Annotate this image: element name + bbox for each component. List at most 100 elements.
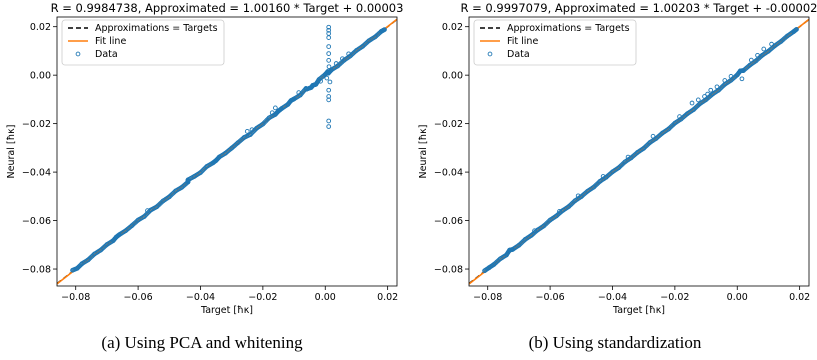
data-point [324,75,330,81]
data-point [702,94,707,99]
x-tick-label: 0.02 [377,292,398,303]
data-point [575,193,581,199]
data-point [185,177,191,183]
data-point [616,165,622,171]
plot-area [469,18,809,285]
data-point [666,126,671,132]
data-point [672,120,678,126]
x-tick-label: −0.02 [660,292,689,303]
data-point [279,106,284,111]
data-point [145,208,150,213]
data-point [532,228,537,234]
chart-a: R = 0.9984738, Approximated = 1.00160 * … [6,1,403,316]
data-point [148,207,153,213]
data-point [728,74,734,79]
legend-label: Fit line [95,36,126,47]
y-tick-label: 0.02 [442,22,463,33]
y-tick-label: −0.04 [434,167,463,178]
data-point [603,174,609,180]
data-point [318,78,323,84]
data-point [229,145,235,151]
data-point [695,97,701,103]
data-point [326,27,332,33]
y-tick-label: −0.06 [434,216,463,227]
y-tick-label: −0.04 [22,167,51,178]
y-tick-label: −0.08 [22,264,51,275]
x-tick-label: 0.00 [315,292,336,303]
y-axis-label: Neural [ħκ] [6,125,17,179]
data-point [117,232,122,237]
data-point [560,208,565,213]
data-point [210,160,216,166]
data-point [748,57,754,63]
caption-b: (b) Using standardization [528,333,702,352]
chart-panel-b: R = 0.9997079, Approximated = 1.00203 * … [412,0,817,330]
data-point [691,107,696,112]
data-point [597,178,603,184]
data-point [709,91,715,97]
data-point [747,62,753,68]
data-point [759,52,765,58]
data-point [325,69,331,74]
axes-frame [468,16,810,287]
data-point [326,35,332,40]
data-point [529,233,534,238]
data-point [504,252,509,258]
data-point [791,29,796,35]
data-point [591,184,597,190]
data-point [653,136,659,141]
x-tick-label: −0.04 [598,292,627,303]
data-point [684,111,690,117]
data-point [223,150,228,156]
y-tick-label: 0.00 [30,70,51,81]
data-point [79,261,85,267]
data-point [74,265,80,271]
data-point [366,38,372,44]
data-point [244,129,250,134]
x-tick-label: −0.08 [473,292,502,303]
data-point [333,61,339,66]
data-point [326,24,332,30]
data-point [326,44,332,49]
legend: Approximations = Targets Fit line Data [61,19,225,66]
y-axis-label: Neural [ħκ] [418,125,429,179]
data-point [123,228,128,234]
data-point [491,262,497,267]
data-point [166,194,172,200]
data-point [535,227,540,233]
data-point [288,98,294,103]
data-point [382,27,387,32]
data-point [522,237,528,242]
data-point [104,242,110,247]
data-point [541,223,547,229]
plot-area [57,18,397,285]
data-point [566,204,572,209]
data-point [326,64,332,70]
data-point [326,124,332,129]
data-point [755,52,760,58]
data-point [340,56,345,62]
data-point [269,110,275,116]
data-point [173,188,178,194]
data-point [346,51,352,57]
data-point [689,100,695,106]
data-point [266,115,272,121]
data-point [179,185,185,190]
data-point [510,247,516,252]
data-points [70,24,387,273]
data-point [313,82,319,87]
x-tick-label: −0.02 [248,292,277,303]
data-point [708,87,714,93]
data-point [276,108,281,114]
data-point [92,251,97,257]
data-point [198,170,203,175]
data-point [191,174,197,179]
data-point [248,132,253,137]
data-point [647,140,653,145]
chart-panel-a: R = 0.9984738, Approximated = 1.00160 * … [0,0,405,330]
data-point [285,102,291,107]
data-point [372,34,378,40]
legend-box [61,19,225,66]
x-tick-label: −0.06 [124,292,153,303]
data-point [734,72,740,78]
